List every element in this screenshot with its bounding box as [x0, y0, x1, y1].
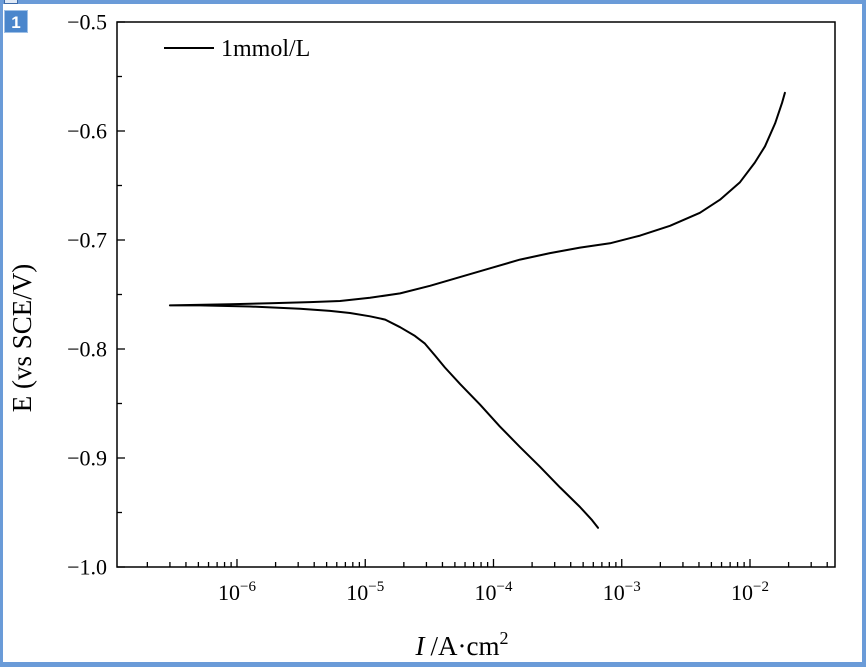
- x-tick-label-exponent: −2: [753, 579, 769, 595]
- plot-area[interactable]: [117, 22, 835, 567]
- y-tick-label: −0.8: [67, 337, 107, 362]
- y-tick-label: −0.9: [67, 446, 107, 471]
- x-tick-label: 10−5: [346, 579, 384, 605]
- x-tick-label: 10−2: [731, 579, 769, 605]
- x-axis-title-exponent: 2: [499, 628, 508, 648]
- window-border-bottom[interactable]: [0, 662, 866, 667]
- x-tick-label-base: 10: [346, 580, 368, 605]
- x-tick-label-exponent: −3: [625, 579, 641, 595]
- x-tick-label-base: 10: [218, 580, 240, 605]
- x-axis-title-symbol: I: [415, 631, 427, 661]
- window-border-left[interactable]: [0, 0, 3, 667]
- layer-1-badge[interactable]: 1: [4, 10, 28, 33]
- x-tick-label-base: 10: [731, 580, 753, 605]
- x-axis-ticks: [146, 559, 828, 567]
- x-tick-label: 10−4: [475, 579, 513, 605]
- legend[interactable]: 1mmol/L: [164, 36, 310, 62]
- x-tick-label: 10−3: [603, 579, 641, 605]
- series-line-1[interactable]: [168, 91, 786, 529]
- y-tick-label: −0.5: [67, 10, 107, 35]
- x-axis-title[interactable]: I/A·cm2: [415, 628, 509, 661]
- x-tick-label-exponent: −6: [240, 579, 256, 595]
- window-title-strip[interactable]: [0, 0, 866, 4]
- plot-series: [168, 91, 786, 529]
- x-tick-label-base: 10: [603, 580, 625, 605]
- y-tick-label: −0.7: [67, 228, 107, 253]
- legend-label: 1mmol/L: [221, 36, 310, 62]
- y-axis-title[interactable]: E (vs SCE/V): [7, 264, 37, 413]
- y-tick-label: −1.0: [67, 555, 107, 580]
- x-tick-label-exponent: −5: [368, 579, 384, 595]
- window-border-right[interactable]: [862, 0, 866, 667]
- y-tick-label: −0.6: [67, 119, 107, 144]
- x-tick-label-exponent: −4: [497, 579, 513, 595]
- x-axis-tick-labels: 10−6 10−5 10−4 10−3 10−2: [218, 579, 769, 605]
- x-tick-label: 10−6: [218, 579, 256, 605]
- x-axis-title-unit: /A·cm: [431, 631, 500, 661]
- x-tick-label-base: 10: [475, 580, 497, 605]
- graph-window-icon[interactable]: [4, 0, 18, 4]
- y-axis-ticks: [117, 21, 125, 568]
- y-axis-tick-labels: −0.5 −0.6 −0.7 −0.8 −0.9 −1.0: [67, 10, 107, 580]
